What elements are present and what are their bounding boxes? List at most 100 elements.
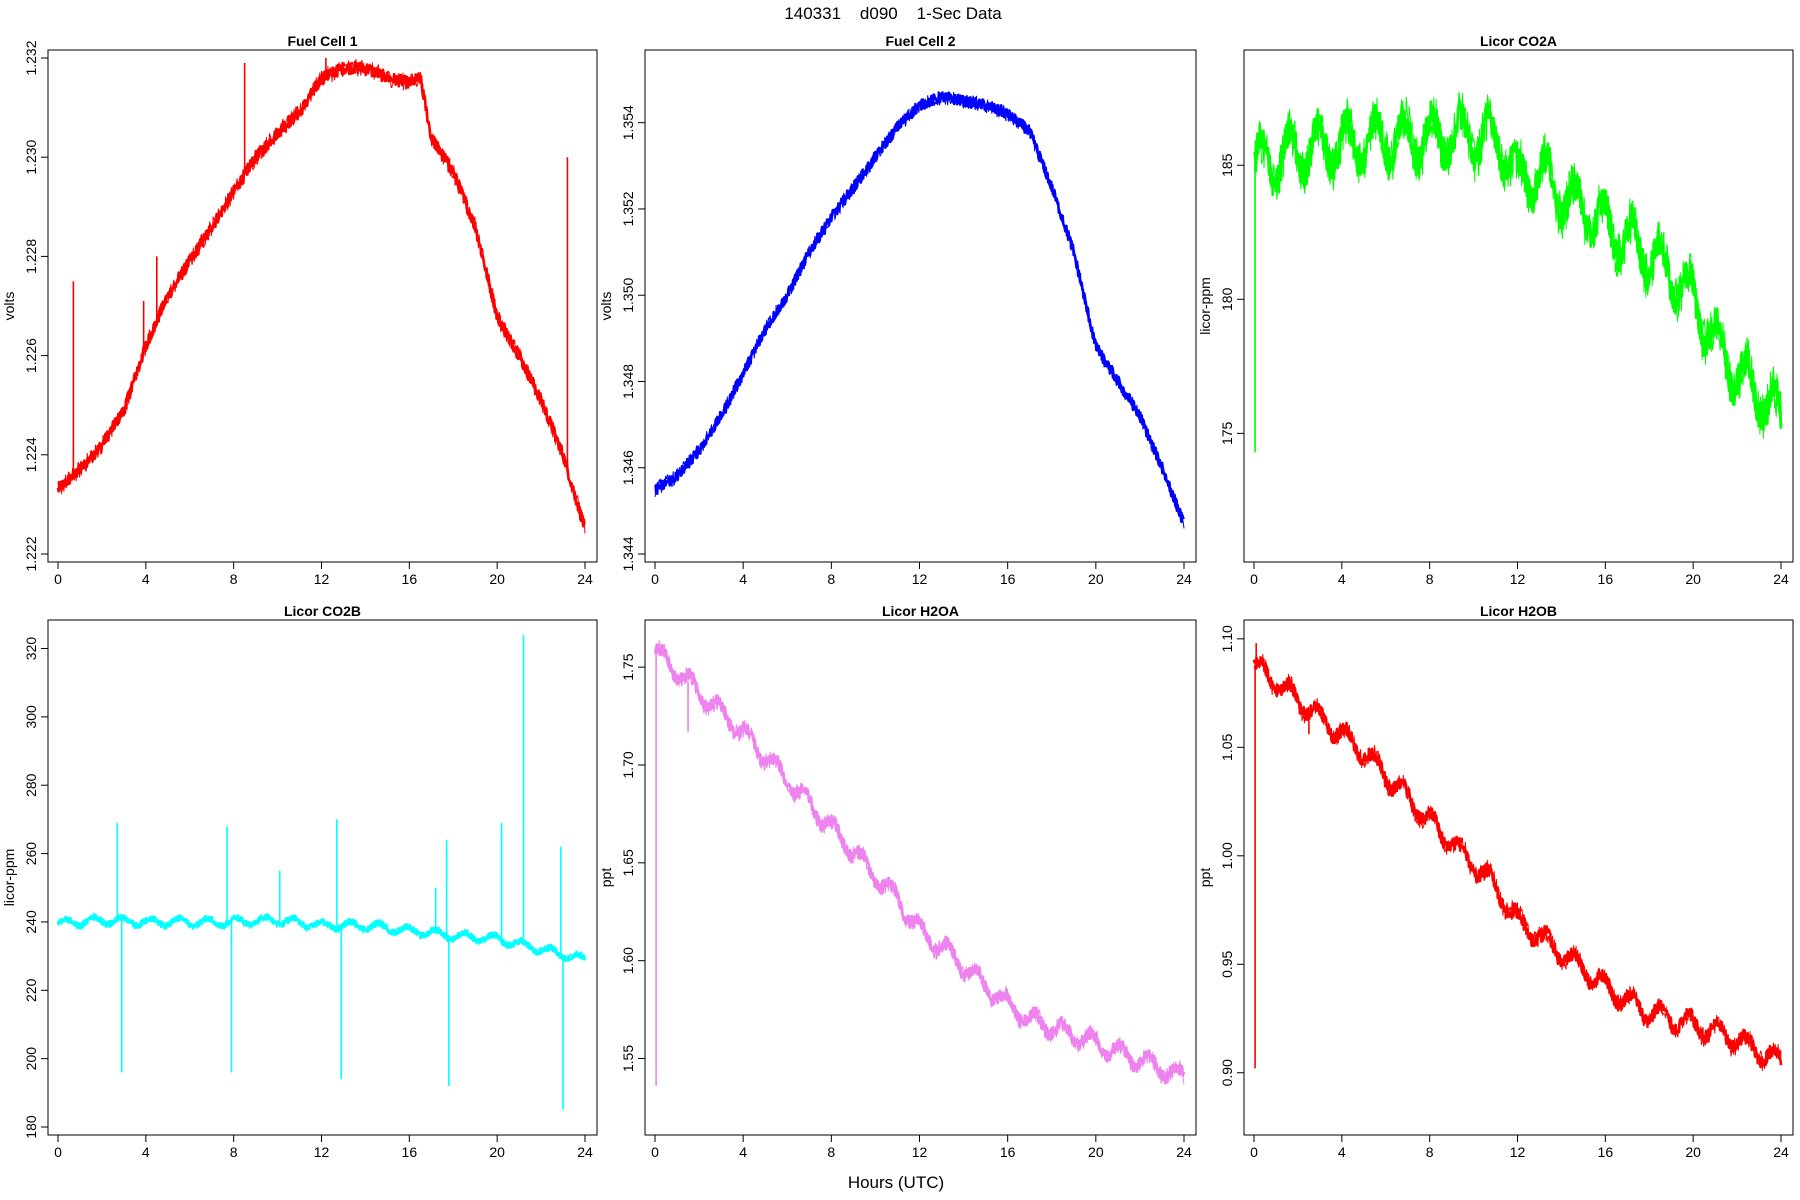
x-tick-label: 12 <box>314 1144 330 1160</box>
panel-frame <box>47 619 598 1136</box>
x-tick-label: 24 <box>1176 571 1192 587</box>
y-tick-label: 1.346 <box>620 450 636 485</box>
panel-1: Fuel Cell 1 volts 0 4 8 12 16 20 24 1.222 1.224 1.2… <box>1 33 598 587</box>
figure-title: 140331 d090 1-Sec Data <box>784 4 1002 23</box>
y-tick-label: 1.60 <box>620 947 636 974</box>
x-tick-label: 20 <box>1088 571 1104 587</box>
x-tick-label: 8 <box>827 1144 835 1160</box>
x-tick-label: 24 <box>1176 1144 1192 1160</box>
y-tick-label: 0.90 <box>1219 1059 1235 1086</box>
series-band <box>654 640 1185 1085</box>
y-tick-label: 1.232 <box>23 40 39 75</box>
x-tick-label: 24 <box>1773 1144 1789 1160</box>
x-tick-label: 12 <box>1510 571 1526 587</box>
y-tick-label: 1.350 <box>620 277 636 312</box>
y-tick-label: 1.65 <box>620 849 636 876</box>
x-tick-label: 4 <box>739 571 747 587</box>
x-tick-label: 16 <box>1000 571 1016 587</box>
y-tick-label: 1.70 <box>620 751 636 778</box>
x-tick-label: 0 <box>1250 571 1258 587</box>
panel-6: Licor H2OB ppt 0 4 8 12 16 20 24 0.90 0.95 1.00 1.05… <box>1197 603 1794 1160</box>
y-tick-label: 1.348 <box>620 364 636 399</box>
panel-frame <box>47 49 598 563</box>
figure-x-axis-label: Hours (UTC) <box>848 1173 944 1192</box>
x-tick-label: 4 <box>1338 1144 1346 1160</box>
panel-6-plot-area <box>1252 643 1783 1072</box>
x-tick-label: 0 <box>54 571 62 587</box>
x-tick-label: 4 <box>1338 571 1346 587</box>
y-tick-label: 1.05 <box>1219 733 1235 760</box>
x-tick-label: 4 <box>142 1144 150 1160</box>
y-tick-label: 1.352 <box>620 191 636 226</box>
panel-1-plot-area <box>56 58 586 534</box>
panel-title: Licor CO2A <box>1480 33 1557 49</box>
x-tick-label: 16 <box>402 1144 418 1160</box>
panel-5: Licor H2OA ppt 0 4 8 12 16 20 24 1.55 1.60 1.65 1.70… <box>598 603 1197 1160</box>
panel-2-plot-area <box>654 91 1186 529</box>
x-tick-label: 20 <box>489 1144 505 1160</box>
panel-frame <box>644 619 1197 1136</box>
y-tick-label: 1.00 <box>1219 842 1235 869</box>
y-tick-label: 180 <box>23 1115 39 1139</box>
y-tick-label: 1.354 <box>620 105 636 140</box>
panel-title: Licor H2OA <box>882 603 959 619</box>
x-tick-label: 24 <box>577 571 593 587</box>
panel-2: Fuel Cell 2 volts 0 4 8 12 16 20 24 1.344 1.346 1.3… <box>598 33 1197 587</box>
y-tick-label: 1.344 <box>620 536 636 571</box>
panel-frame <box>1243 619 1794 1136</box>
series-line <box>1252 98 1783 432</box>
series-line <box>56 60 586 528</box>
x-tick-label: 16 <box>1598 1144 1614 1160</box>
panel-title: Licor CO2B <box>284 603 361 619</box>
series-line <box>654 91 1186 524</box>
series-line <box>1252 656 1783 1069</box>
series-band <box>1253 91 1782 439</box>
series-line <box>653 643 1186 1085</box>
series-band <box>57 59 586 534</box>
x-tick-label: 0 <box>651 1144 659 1160</box>
x-tick-label: 20 <box>1088 1144 1104 1160</box>
y-axis-label: ppt <box>1197 868 1213 888</box>
x-tick-label: 20 <box>1685 571 1701 587</box>
panel-3: Licor CO2A licor-ppm 0 4 8 12 16 20 24 175 180 185 <box>1197 33 1794 587</box>
x-tick-label: 12 <box>912 1144 928 1160</box>
x-tick-label: 16 <box>402 571 418 587</box>
y-tick-label: 1.10 <box>1219 625 1235 652</box>
y-tick-label: 1.222 <box>23 536 39 571</box>
y-tick-label: 320 <box>23 637 39 661</box>
x-tick-label: 12 <box>314 571 330 587</box>
series-band <box>654 91 1185 529</box>
y-tick-label: 1.55 <box>620 1045 636 1072</box>
y-tick-label: 1.224 <box>23 437 39 472</box>
y-axis-label: volts <box>598 292 614 321</box>
x-tick-label: 8 <box>827 571 835 587</box>
x-tick-label: 16 <box>1598 571 1614 587</box>
x-tick-label: 0 <box>651 571 659 587</box>
y-tick-label: 220 <box>23 978 39 1002</box>
y-tick-label: 185 <box>1219 153 1235 177</box>
x-tick-label: 24 <box>577 1144 593 1160</box>
panels: Fuel Cell 1 volts 0 4 8 12 16 20 24 1.222 1.224 1.2… <box>1 33 1794 1160</box>
x-tick-label: 4 <box>142 571 150 587</box>
panel-title: Licor H2OB <box>1480 603 1557 619</box>
panel-4: Licor CO2B licor-ppm 0 4 8 12 16 20 24 180 200 220 2… <box>1 603 598 1160</box>
x-tick-label: 8 <box>1426 571 1434 587</box>
x-tick-label: 16 <box>1000 1144 1016 1160</box>
x-tick-label: 24 <box>1773 571 1789 587</box>
panel-title: Fuel Cell 1 <box>287 33 357 49</box>
panel-4-plot-area <box>56 634 587 1110</box>
panel-title: Fuel Cell 2 <box>885 33 955 49</box>
y-axis-label: volts <box>1 292 17 321</box>
y-tick-label: 1.75 <box>620 653 636 680</box>
y-axis-label: licor-ppm <box>1197 277 1213 335</box>
y-axis-label: licor-ppm <box>1 849 17 907</box>
x-tick-label: 8 <box>230 1144 238 1160</box>
x-tick-label: 0 <box>1250 1144 1258 1160</box>
panel-frame <box>1243 49 1794 563</box>
panel-frame <box>644 49 1197 563</box>
series-band <box>1253 653 1782 1072</box>
y-tick-label: 1.226 <box>23 338 39 373</box>
x-tick-label: 12 <box>912 571 928 587</box>
